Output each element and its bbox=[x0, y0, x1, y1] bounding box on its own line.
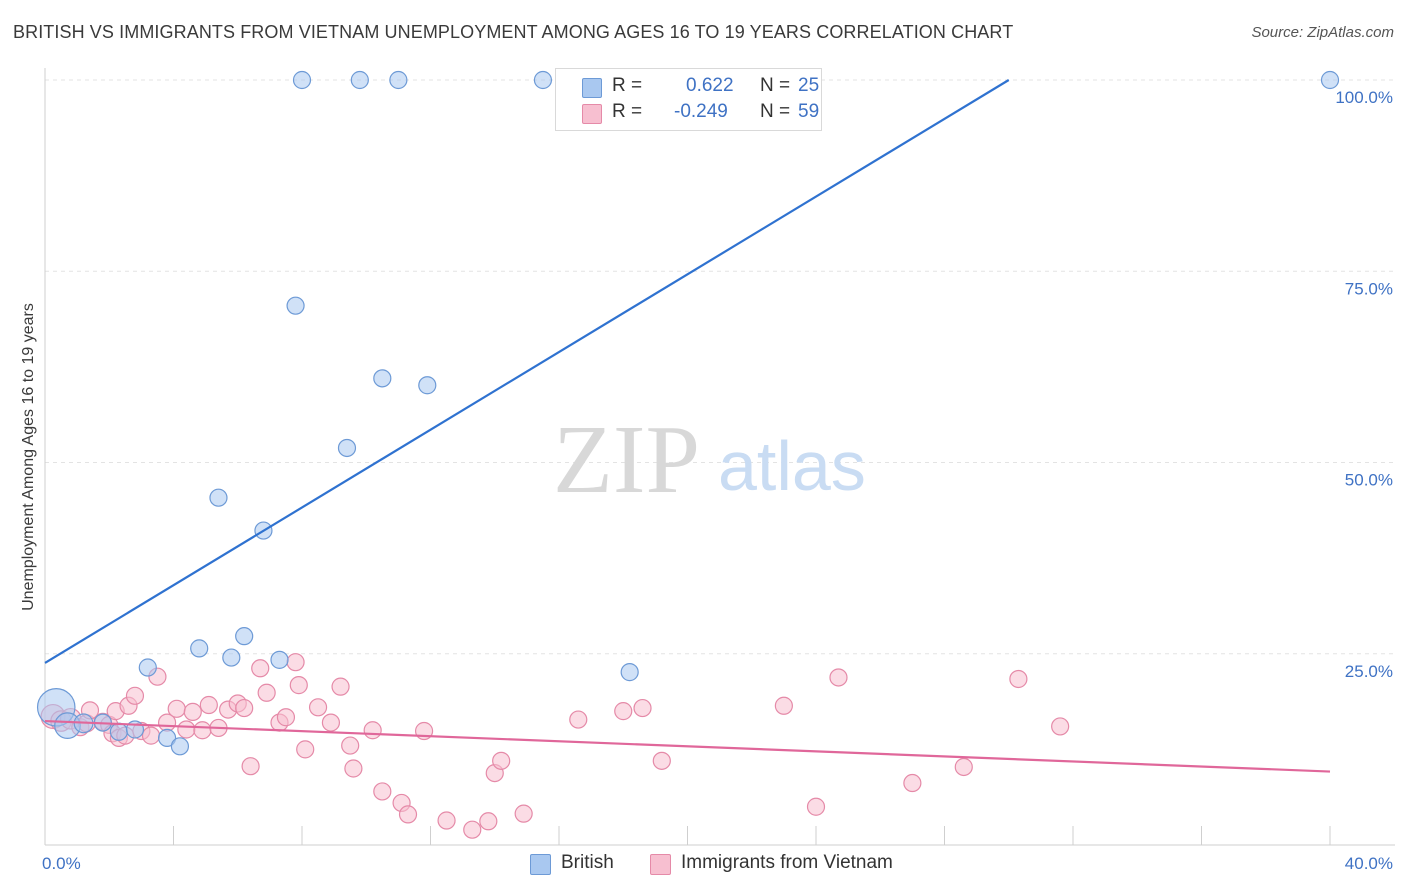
british-point bbox=[337, 438, 357, 458]
british-point bbox=[533, 70, 553, 90]
british-point bbox=[270, 650, 289, 669]
vietnam-point bbox=[806, 797, 826, 816]
y-tick-label: 75.0% bbox=[1345, 279, 1393, 298]
legend-swatch-british bbox=[582, 78, 602, 98]
vietnam-point bbox=[463, 820, 482, 839]
british-point bbox=[350, 70, 369, 90]
vietnam-point bbox=[774, 696, 793, 715]
watermark: ZIP atlas bbox=[553, 406, 866, 514]
vietnam-point bbox=[903, 773, 922, 793]
series-vietnam-points bbox=[40, 653, 1070, 839]
vietnam-point bbox=[167, 699, 186, 718]
legend-r-value: -0.249 bbox=[674, 101, 728, 122]
legend-r-value: 0.622 bbox=[686, 75, 734, 96]
vietnam-point bbox=[141, 726, 161, 745]
vietnam-point bbox=[614, 702, 633, 721]
vietnam-point bbox=[183, 702, 202, 721]
legend-n-label: N = bbox=[760, 101, 791, 122]
legend-n-value: 25 bbox=[798, 75, 820, 96]
gridlines bbox=[45, 79, 1395, 655]
correlation-legend: R = 0.622 N = 25 R = -0.249 N = 59 bbox=[555, 68, 822, 131]
vietnam-point bbox=[344, 759, 363, 778]
british-point bbox=[190, 639, 209, 658]
x-tick-label: 0.0% bbox=[42, 854, 81, 873]
bottom-legend-swatch-vietnam bbox=[650, 854, 671, 875]
vietnam-point bbox=[363, 721, 382, 740]
vietnam-point bbox=[569, 710, 588, 729]
vietnam-point bbox=[289, 676, 308, 695]
british-point bbox=[292, 70, 312, 90]
british-point bbox=[286, 296, 305, 315]
vietnam-point bbox=[241, 757, 260, 776]
vietnam-point bbox=[296, 740, 315, 759]
vietnam-point bbox=[437, 811, 456, 830]
vietnam-point bbox=[257, 683, 276, 702]
legend-r-label: R = bbox=[612, 75, 643, 96]
vietnam-point bbox=[276, 708, 296, 727]
vietnam-point bbox=[1009, 669, 1028, 689]
vietnam-point bbox=[199, 695, 218, 715]
british-point bbox=[1320, 70, 1340, 90]
watermark-zip: ZIP bbox=[553, 406, 700, 514]
vietnam-point bbox=[331, 677, 350, 696]
y-tick-label: 100.0% bbox=[1335, 88, 1393, 107]
vietnam-point bbox=[633, 698, 652, 718]
y-tick-label: 50.0% bbox=[1345, 471, 1393, 490]
vietnam-point bbox=[286, 653, 305, 672]
source-label: Source: ZipAtlas.com bbox=[1251, 24, 1394, 41]
vietnam-point bbox=[341, 736, 360, 755]
british-point bbox=[109, 722, 128, 741]
vietnam-point bbox=[308, 698, 328, 717]
legend-r-label: R = bbox=[612, 101, 643, 122]
british-point bbox=[222, 648, 241, 667]
bottom-legend-label-british: British bbox=[561, 852, 614, 873]
vietnam-point bbox=[652, 751, 671, 770]
bottom-legend-label-vietnam: Immigrants from Vietnam bbox=[681, 852, 893, 873]
british-point bbox=[389, 70, 408, 90]
vietnam-point bbox=[235, 698, 254, 718]
legend-swatch-vietnam bbox=[582, 104, 602, 124]
y-tick-label: 25.0% bbox=[1345, 662, 1393, 681]
watermark-atlas: atlas bbox=[718, 427, 866, 505]
vietnam-point bbox=[954, 757, 973, 777]
trend-lines bbox=[44, 79, 1331, 773]
series-british-points bbox=[36, 70, 1340, 756]
vietnam-point bbox=[177, 720, 196, 739]
british-point bbox=[157, 728, 177, 748]
legend-n-label: N = bbox=[760, 75, 791, 96]
british-point bbox=[170, 737, 190, 756]
bottom-legend-swatch-british bbox=[530, 854, 551, 875]
vietnam-point bbox=[829, 668, 848, 687]
british-trend-line bbox=[44, 79, 1010, 664]
vietnam-point bbox=[125, 686, 145, 705]
vietnam-point bbox=[479, 812, 498, 831]
british-point bbox=[373, 369, 392, 388]
vietnam-point bbox=[193, 721, 212, 740]
chart-title: BRITISH VS IMMIGRANTS FROM VIETNAM UNEMP… bbox=[13, 22, 1014, 42]
british-point bbox=[620, 663, 639, 682]
vietnam-point bbox=[1051, 717, 1070, 736]
legend-n-value: 59 bbox=[798, 101, 820, 122]
british-point bbox=[138, 658, 157, 677]
vietnam-point bbox=[251, 659, 270, 678]
x-tick-label: 40.0% bbox=[1345, 854, 1393, 873]
vietnam-point bbox=[492, 751, 511, 770]
british-point bbox=[209, 488, 228, 507]
british-point bbox=[235, 627, 254, 646]
british-point bbox=[418, 376, 437, 395]
tick-labels: 25.0% 50.0% 75.0% 100.0% 0.0% 40.0% bbox=[42, 88, 1393, 873]
vietnam-point bbox=[398, 805, 418, 824]
vietnam-point bbox=[373, 782, 392, 801]
vietnam-point bbox=[514, 804, 533, 823]
vietnam-point bbox=[321, 713, 341, 732]
vietnam-trend-line bbox=[44, 719, 1331, 773]
